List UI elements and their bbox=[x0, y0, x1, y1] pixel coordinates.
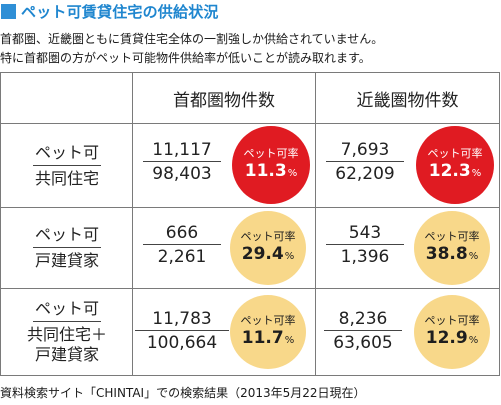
table-cell: 7,693 62,209 ペット可率 12.3% bbox=[316, 124, 499, 207]
denominator: 100,664 bbox=[146, 333, 218, 353]
denominator: 1,396 bbox=[340, 247, 390, 267]
numerator: 7,693 bbox=[326, 140, 404, 162]
table-cell: 11,117 98,403 ペット可率 11.3% bbox=[133, 124, 315, 207]
numerator: 11,783 bbox=[135, 309, 229, 331]
row-label-top: ペット可 bbox=[32, 299, 101, 322]
table-cell: 666 2,261 ペット可率 29.4% bbox=[133, 208, 315, 288]
rate-value: 38.8% bbox=[425, 243, 479, 264]
table-cell: 11,783 100,664 ペット可率 11.7% bbox=[133, 289, 315, 375]
table-divider bbox=[1, 288, 499, 289]
column-header-shutoken: 首都圏物件数 bbox=[173, 91, 275, 111]
row-label-kyodo: ペット可 共同住宅 bbox=[1, 124, 133, 207]
denominator: 2,261 bbox=[157, 247, 207, 267]
row-label-kodate: ペット可 戸建貸家 bbox=[1, 208, 133, 288]
row-label-top: ペット可 bbox=[32, 225, 101, 248]
table-cell: 8,236 63,605 ペット可率 12.9% bbox=[316, 289, 499, 375]
row-label-bottom-2: 戸建貸家 bbox=[34, 345, 99, 364]
fraction: 11,783 100,664 bbox=[135, 309, 229, 353]
rate-value: 11.3% bbox=[244, 160, 298, 181]
rate-value: 12.3% bbox=[428, 160, 482, 181]
rate-label: ペット可率 bbox=[240, 313, 296, 327]
row-label-bottom: 共同住宅 bbox=[34, 168, 99, 188]
intro-line-2: 特に首都圏の方がペット可能物件供給率が低いことが読み取れます。 bbox=[0, 51, 371, 65]
rate-label: ペット可率 bbox=[424, 229, 480, 243]
intro-text: 首都圏、近畿圏ともに賃貸住宅全体の一割強しか供給されていません。 特に首都圏の方… bbox=[0, 30, 501, 68]
denominator: 98,403 bbox=[152, 164, 212, 184]
intro-line-1: 首都圏、近畿圏ともに賃貸住宅全体の一割強しか供給されていません。 bbox=[0, 32, 384, 46]
numerator: 543 bbox=[326, 223, 404, 245]
fraction: 11,117 98,403 bbox=[143, 140, 221, 184]
denominator: 63,605 bbox=[333, 333, 393, 353]
fraction: 543 1,396 bbox=[326, 223, 404, 267]
row-label-bottom-1: 共同住宅＋ bbox=[26, 325, 107, 344]
pet-rate-badge: ペット可率 11.3% bbox=[232, 126, 310, 204]
row-label-top: ペット可 bbox=[32, 143, 101, 166]
title-row: ペット可賃貸住宅の供給状況 bbox=[0, 0, 219, 22]
fraction: 7,693 62,209 bbox=[326, 140, 404, 184]
rate-value: 11.7% bbox=[241, 327, 295, 348]
title-square-icon bbox=[1, 3, 16, 19]
table-divider bbox=[132, 73, 133, 375]
numerator: 8,236 bbox=[324, 309, 402, 331]
table-cell: 543 1,396 ペット可率 38.8% bbox=[316, 208, 499, 288]
rate-label: ペット可率 bbox=[240, 229, 296, 243]
row-label-combined: ペット可 共同住宅＋ 戸建貸家 bbox=[1, 289, 133, 375]
column-header-kinki: 近畿圏物件数 bbox=[356, 91, 459, 111]
supply-table: 首都圏物件数 近畿圏物件数 ペット可 共同住宅 11,117 98,403 ペッ… bbox=[0, 72, 500, 376]
table-divider bbox=[1, 207, 499, 208]
numerator: 666 bbox=[143, 223, 221, 245]
table-divider bbox=[1, 123, 499, 124]
rate-value: 12.9% bbox=[425, 327, 479, 348]
pet-rate-badge: ペット可率 38.8% bbox=[414, 211, 490, 285]
denominator: 62,209 bbox=[335, 164, 395, 184]
pet-rate-badge: ペット可率 12.3% bbox=[416, 126, 494, 204]
table-divider bbox=[315, 73, 316, 375]
pet-rate-badge: ペット可率 11.7% bbox=[230, 295, 306, 369]
pet-rate-badge: ペット可率 12.9% bbox=[414, 295, 490, 369]
page-title: ペット可賃貸住宅の供給状況 bbox=[21, 2, 219, 21]
rate-label: ペット可率 bbox=[424, 313, 480, 327]
fraction: 8,236 63,605 bbox=[324, 309, 402, 353]
rate-value: 29.4% bbox=[241, 243, 295, 264]
rate-label: ペット可率 bbox=[243, 146, 299, 160]
numerator: 11,117 bbox=[143, 140, 221, 162]
fraction: 666 2,261 bbox=[143, 223, 221, 267]
source-note: 資料検索サイト「CHINTAI」での検索結果（2013年5月22日現在） bbox=[0, 386, 366, 400]
pet-rate-badge: ペット可率 29.4% bbox=[230, 211, 306, 285]
rate-label: ペット可率 bbox=[427, 146, 483, 160]
row-label-bottom: 戸建貸家 bbox=[34, 251, 99, 270]
